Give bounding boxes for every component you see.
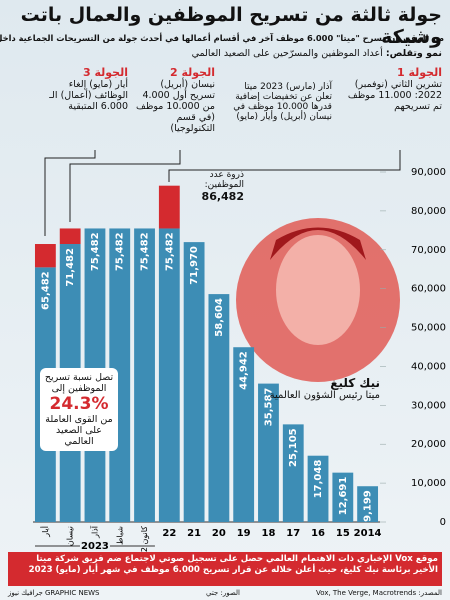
- peak-annotation: ذروة عدد الموظفين: 86,482: [188, 170, 244, 203]
- bar: [158, 228, 180, 522]
- bar: [258, 383, 279, 522]
- source: المصدر: Vox, The Verge, Macrotrends: [316, 589, 442, 597]
- round: الجولة 1 تشرين الثاني (نوفمبر) 2022: 11.0…: [347, 66, 442, 112]
- value-label: 58,604: [214, 298, 225, 337]
- connector: [44, 150, 96, 236]
- x-tick-label: 17: [286, 528, 300, 539]
- photo-credit: الصور: جتي: [205, 589, 240, 597]
- value-label: 12,691: [338, 477, 349, 516]
- value-label: 75,482: [115, 232, 126, 271]
- section-heading: نمو وتقلص: أعداد الموظفين والمسرّحين على…: [192, 48, 442, 59]
- x-tick-label: 2014: [354, 528, 382, 539]
- y-tick-label: 70,000: [411, 245, 446, 256]
- x-tick-label: أيار: [40, 526, 50, 538]
- round-text: نيسان (أبريل) تسريح أول 4.000 من 10.000 …: [135, 79, 215, 134]
- bar: [307, 455, 329, 522]
- x-tick-label: آذار: [89, 525, 99, 539]
- layoff-bar: [158, 185, 180, 229]
- y-tick-label: 30,000: [411, 400, 446, 411]
- portrait-face: [276, 235, 360, 345]
- bar: [233, 347, 255, 522]
- round-text: تشرين الثاني (نوفمبر) 2022: 11.000 موظف …: [347, 79, 442, 112]
- y-tick-label: 40,000: [411, 361, 446, 372]
- value-label: 25,105: [288, 428, 299, 467]
- group-label: 2023: [81, 541, 109, 552]
- layoff-bar: [34, 244, 56, 268]
- value-label: 9,199: [363, 490, 374, 522]
- portrait-hair: [270, 227, 366, 260]
- section-title: نمو وتقلص:: [385, 48, 442, 59]
- value-label: 75,482: [140, 232, 151, 271]
- bar: [208, 294, 230, 522]
- x-tick-label: 16: [311, 528, 325, 539]
- peak-text: ذروة عدد الموظفين:: [204, 169, 244, 190]
- announcement: آذار (مارس) 2023 ميتا تعلن عن تخفيضات إض…: [233, 82, 332, 122]
- x-tick-label: 20: [212, 528, 226, 539]
- note: موقع Vox الإخباري ذات الاهتمام العالمي ح…: [28, 554, 438, 576]
- callout-text: من القوى العاملة على الصعيد العالمي: [45, 414, 113, 447]
- bar: [183, 242, 205, 522]
- value-label: 17,048: [313, 460, 324, 499]
- value-label: 35,587: [263, 388, 274, 427]
- person: نيك كليغ ميتا رئيس الشؤون العالمية: [270, 376, 380, 401]
- x-tick-label: 21: [187, 528, 201, 539]
- x-tick-label: 19: [237, 528, 251, 539]
- layoff-bar: [59, 228, 81, 245]
- y-tick-label: 80,000: [411, 206, 446, 217]
- round: الجولة 3 أيار (مايو) إلغاء الوظائف (أعمال…: [48, 66, 128, 112]
- x-tick-label: 22: [162, 528, 176, 539]
- group-label-bg: [79, 541, 110, 551]
- title: جولة ثالثة من تسريح الموظفين والعمال بات…: [20, 4, 442, 48]
- x-tick-label: 15: [336, 528, 350, 539]
- callout-percent: 24.3%: [49, 394, 109, 414]
- y-tick-label: 90,000: [411, 167, 446, 178]
- round-title: الجولة 2: [169, 66, 215, 79]
- bar: [134, 228, 155, 522]
- round-text: أيار (مايو) إلغاء الوظائف (أعمال) الـ 6.…: [49, 79, 128, 112]
- note-box: [8, 552, 442, 586]
- y-tick-label: 20,000: [411, 439, 446, 450]
- subtitle: من المقرر أن تسرح "ميتا" 6.000 موظف آخر …: [0, 33, 444, 43]
- round-title: الجولة 1: [396, 66, 442, 79]
- connector: [69, 150, 181, 222]
- value-label: 75,482: [164, 232, 175, 271]
- value-label: 44,942: [239, 351, 250, 390]
- person-role: ميتا رئيس الشؤون العالمية: [269, 390, 380, 401]
- round: الجولة 2 نيسان (أبريل) تسريح أول 4.000 من…: [135, 66, 215, 134]
- value-label: 75,482: [90, 232, 101, 271]
- x-tick-label: كانون 2: [140, 526, 149, 552]
- x-tick-label: 18: [262, 528, 276, 539]
- section-text: أعداد الموظفين والمسرّحين على الصعيد الع…: [191, 48, 383, 59]
- x-tick-label: نيسان: [66, 526, 75, 546]
- connectors: [44, 150, 401, 236]
- y-tick-label: 50,000: [411, 323, 446, 334]
- bar: [357, 486, 379, 522]
- y-tick-label: 60,000: [411, 284, 446, 295]
- y-tick-label: 10,000: [411, 478, 446, 489]
- value-label: 65,482: [40, 271, 51, 310]
- y-tick-label: 0: [440, 517, 446, 528]
- person-name: نيك كليغ: [330, 376, 380, 390]
- callout: تصل نسبة تسريح الموظفين إلى 24.3% من القوى…: [40, 368, 118, 451]
- connector: [168, 150, 401, 182]
- peak-value: 86,482: [201, 189, 244, 203]
- value-label: 71,482: [65, 248, 76, 287]
- round-title: الجولة 3: [82, 66, 128, 79]
- bar: [332, 472, 354, 522]
- callout-text: تصل نسبة تسريح الموظفين إلى: [44, 372, 114, 394]
- x-tick-label: شباط: [115, 526, 124, 545]
- credit: GRAPHIC NEWS جرافيك نيوز: [8, 589, 100, 597]
- value-label: 71,970: [189, 246, 200, 285]
- bar: [282, 424, 304, 522]
